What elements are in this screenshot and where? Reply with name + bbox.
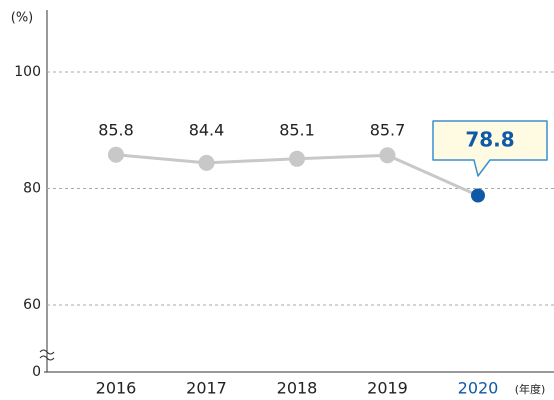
value-label: 84.4 bbox=[189, 121, 225, 140]
y-tick-label: 80 bbox=[23, 181, 41, 197]
x-tick-label: 2019 bbox=[367, 379, 408, 398]
y-unit: (%) bbox=[11, 11, 34, 26]
x-tick-label: 2018 bbox=[277, 379, 318, 398]
value-label: 85.1 bbox=[279, 121, 315, 140]
point bbox=[108, 146, 124, 163]
x-tick-label: 2016 bbox=[96, 379, 137, 398]
callout-box bbox=[432, 120, 548, 177]
y-tick-label: 0 bbox=[32, 364, 41, 380]
point bbox=[289, 150, 305, 167]
callout: 78.8 bbox=[432, 120, 548, 177]
value-label: 78.8 bbox=[465, 128, 514, 152]
point bbox=[379, 147, 396, 164]
y-tick-label: 100 bbox=[14, 64, 41, 80]
point bbox=[471, 188, 485, 203]
x-unit: (年度) bbox=[515, 382, 546, 396]
x-tick-label: 2017 bbox=[186, 379, 227, 398]
value-label: 85.8 bbox=[98, 121, 134, 140]
value-label: 85.7 bbox=[370, 121, 406, 140]
x-tick-label: 2020 bbox=[458, 379, 499, 398]
point bbox=[198, 154, 215, 171]
y-tick-label: 60 bbox=[23, 297, 41, 313]
axis-break bbox=[39, 349, 55, 361]
